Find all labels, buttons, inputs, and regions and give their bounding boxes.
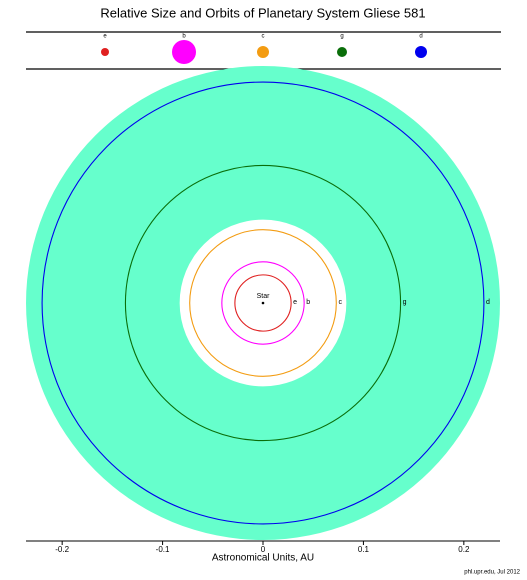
planet-label: e (103, 34, 107, 40)
orbit (124, 164, 402, 442)
x-tick-label: -0.2 (55, 545, 69, 554)
planet (337, 47, 347, 57)
orbit-label: g (403, 299, 407, 306)
x-tick-label: 0.1 (358, 545, 370, 554)
orbit (189, 229, 337, 377)
planet (172, 40, 196, 64)
chart-title: Relative Size and Orbits of Planetary Sy… (100, 5, 425, 20)
orbit-label: e (293, 299, 297, 306)
x-tick-label: 0 (261, 545, 266, 554)
orbit (221, 261, 305, 345)
planet (101, 48, 109, 56)
x-tick-label: 0.2 (458, 545, 470, 554)
orbit (41, 81, 485, 525)
orbit (234, 274, 292, 332)
planet (415, 46, 427, 58)
habitable-zone (26, 66, 500, 540)
orbit-label: b (306, 299, 310, 306)
x-tick-label: -0.1 (156, 545, 170, 554)
x-axis-label: Astronomical Units, AU (212, 553, 314, 564)
credit: phl.upr.edu, Jul 2012 (464, 570, 520, 576)
orbit-label: c (339, 299, 343, 306)
planet (257, 46, 269, 58)
planet-label: c (262, 34, 265, 40)
planet-label: d (419, 34, 422, 40)
planet-label: g (340, 34, 343, 40)
planet-label: b (182, 34, 186, 40)
star-label: Star (257, 293, 271, 300)
orbit-label: d (486, 299, 490, 306)
star (261, 301, 265, 305)
